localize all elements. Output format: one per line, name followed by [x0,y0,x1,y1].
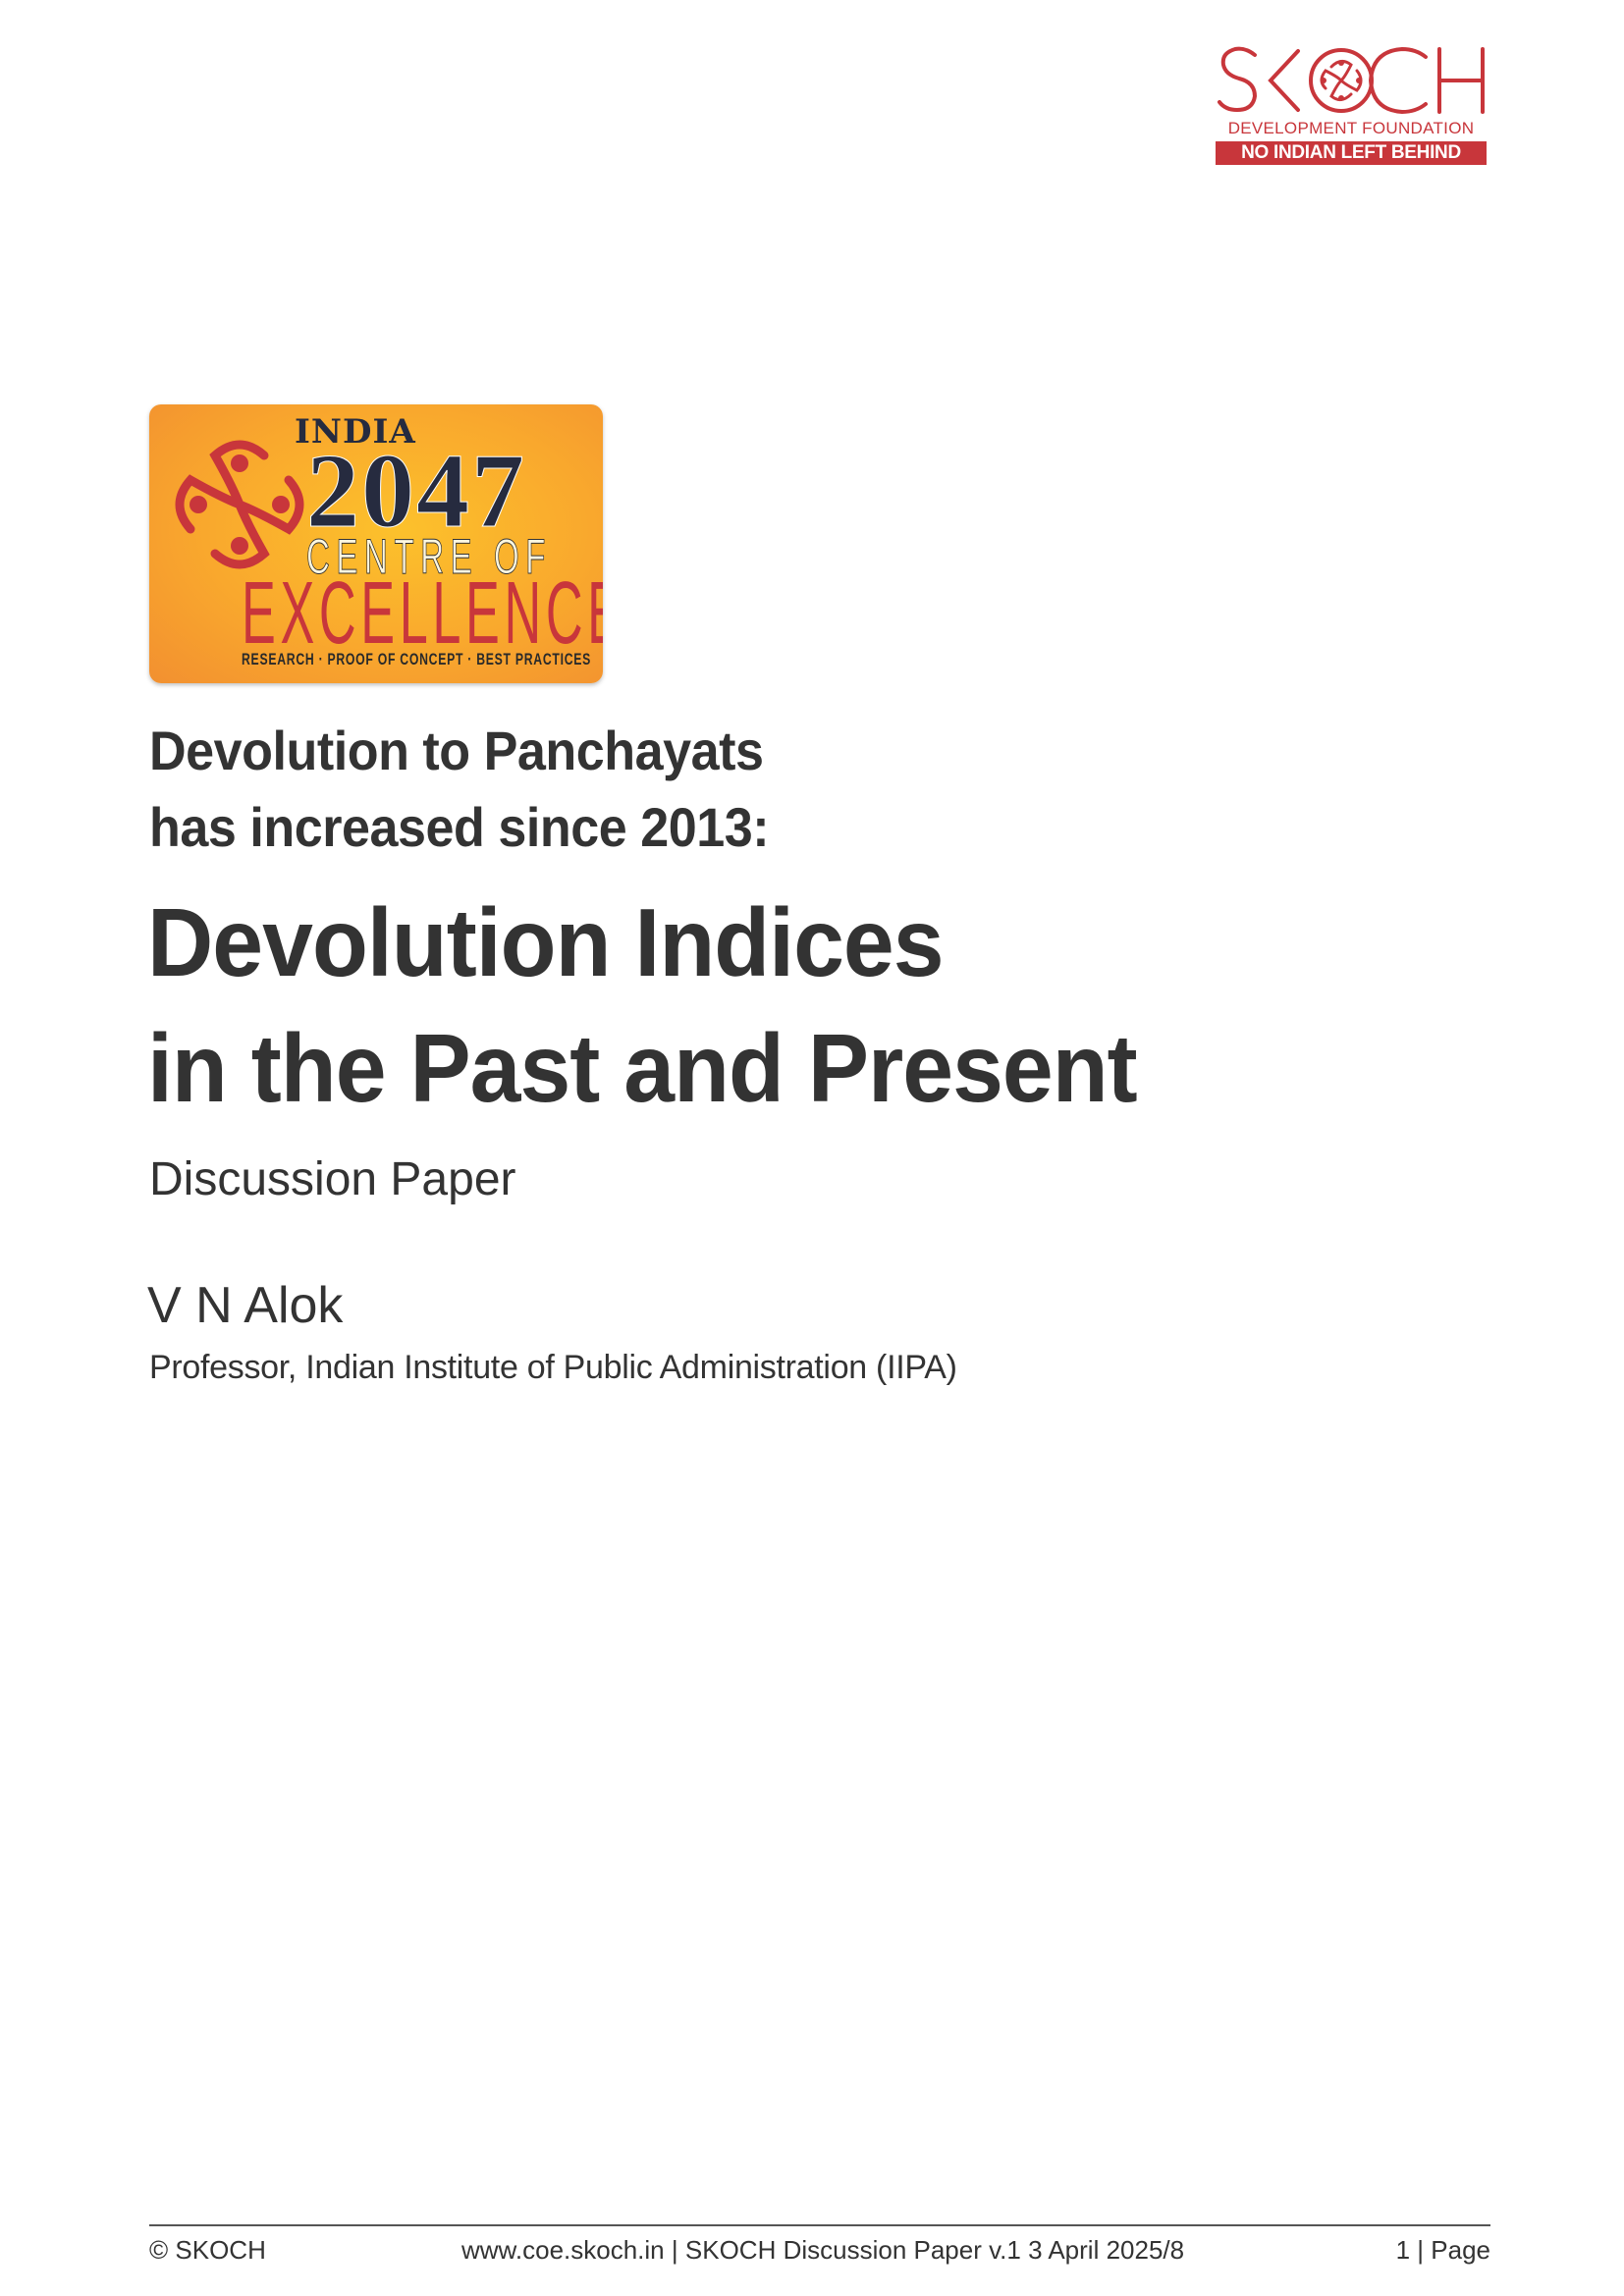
footer-separator: | [671,2235,678,2265]
logo-tagline: NO INDIAN LEFT BEHIND [1216,141,1487,165]
footer-paper-info: SKOCH Discussion Paper v.1 3 April 2025/… [684,2235,1185,2265]
footer-divider [149,2224,1490,2226]
footer-page: 1 | Page [1396,2234,1490,2266]
badge-centre-of: CENTRE OF [306,529,553,584]
subtitle-line-2: has increased since 2013: [149,796,770,858]
document-type: Discussion Paper [149,1153,516,1205]
page-label: Page [1431,2235,1490,2265]
footer-page-separator: | [1417,2235,1425,2265]
footer-website[interactable]: www.coe.skoch.in [461,2235,665,2265]
title-line-2: in the Past and Present [147,1014,1138,1122]
author-affiliation: Professor, Indian Institute of Public Ad… [149,1349,957,1386]
footer-center: www.coe.skoch.in | SKOCH Discussion Pape… [461,2234,1184,2266]
badge-excellence: EXCELLENCE [242,564,603,663]
swirl-emblem-icon [175,440,304,569]
badge-india-text: INDIA [295,412,416,452]
badge-tagline: RESEARCH · PROOF OF CONCEPT · BEST PRACT… [242,650,592,668]
subtitle-line-1: Devolution to Panchayats [149,720,764,781]
page-number: 1 [1395,2235,1411,2265]
logo-subtitle: DEVELOPMENT FOUNDATION [1227,119,1475,137]
badge-year: 2047 [306,433,526,550]
title-line-1: Devolution Indices [147,888,945,996]
skoch-logo: DEVELOPMENT FOUNDATION NO INDIAN LEFT BE… [1216,43,1487,167]
skoch-wordmark-logo [1218,46,1485,115]
india-2047-coe-badge: INDIA 2047 CENTRE OF EXCELLENCE RESEARCH… [149,404,603,683]
author-name: V N Alok [147,1277,344,1334]
footer-copyright: © SKOCH [149,2235,266,2265]
